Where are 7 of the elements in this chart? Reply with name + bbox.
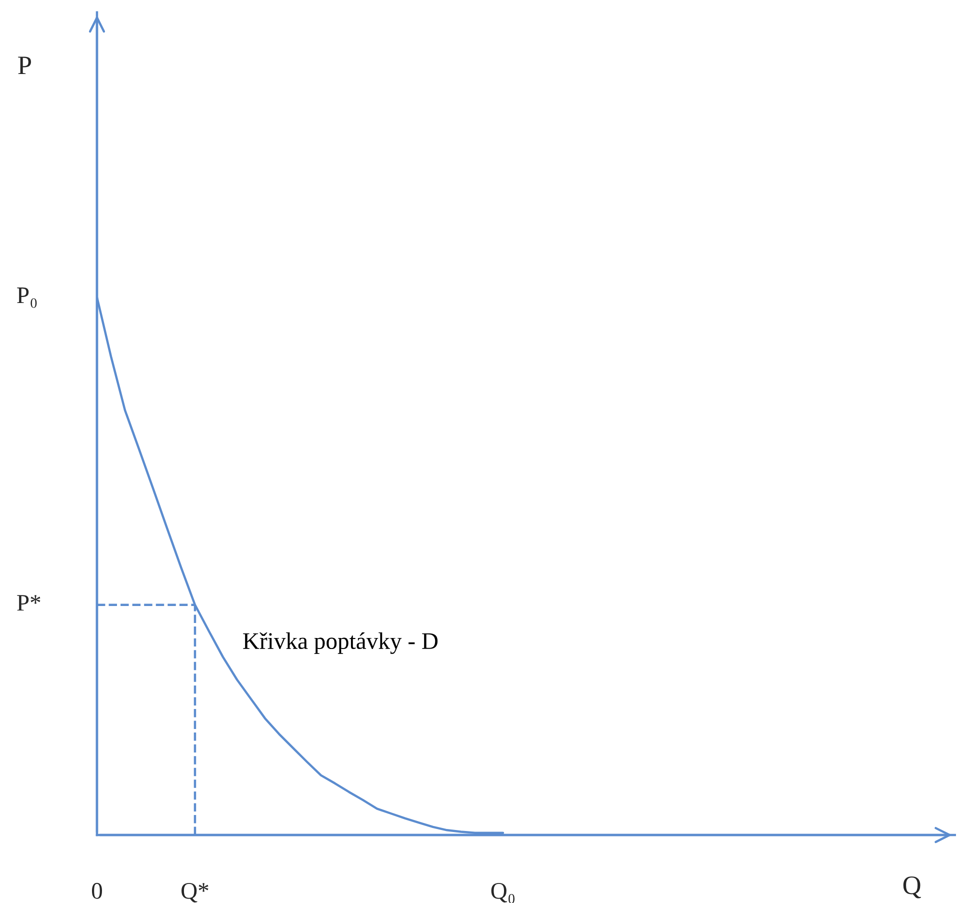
text: Q (903, 876, 921, 898)
text: P (18, 56, 31, 74)
series-label: Křivka poptávky - D (243, 632, 438, 654)
text: P₀ (17, 288, 37, 308)
x-tick-label: Q* (182, 882, 208, 902)
text: P* (17, 595, 40, 611)
x-tick-label: 0 (92, 882, 102, 899)
